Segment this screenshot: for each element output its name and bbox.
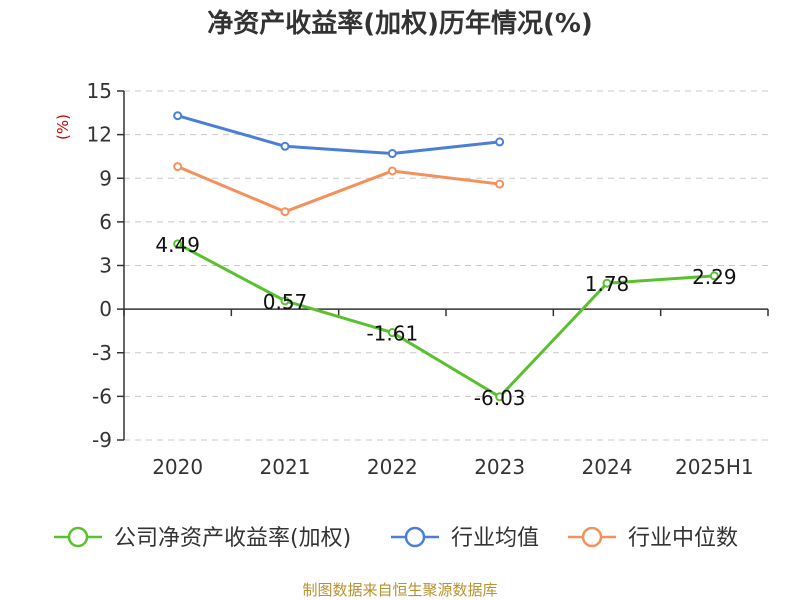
data-point <box>173 111 183 121</box>
data-point <box>495 137 505 147</box>
legend-marker <box>404 526 426 548</box>
series-line <box>177 114 500 156</box>
data-label: 1.78 <box>585 272 630 296</box>
y-tick-label: -9 <box>92 428 112 452</box>
data-point <box>280 296 290 306</box>
legend-label: 公司净资产收益率(加权) <box>114 526 351 551</box>
y-axis-label: (%) <box>54 114 72 140</box>
legend-label: 行业中位数 <box>628 526 738 551</box>
y-tick-label: -3 <box>92 341 112 365</box>
y-tick-label: 6 <box>99 210 112 234</box>
source-note: 制图数据来自恒生聚源数据库 <box>302 581 497 599</box>
x-tick-label: 2021 <box>260 455 311 479</box>
data-point <box>495 392 505 402</box>
data-point <box>495 179 505 189</box>
y-tick-label: -6 <box>92 384 112 408</box>
chart-title: 净资产收益率(加权)历年情况(%) <box>207 8 593 39</box>
data-label: -6.03 <box>474 386 526 410</box>
data-point <box>280 207 290 217</box>
x-tick-label: 2020 <box>152 455 203 479</box>
axes: 15 12 9 6 3 0 -3 -6 -9 2020 2021 2022 2023 2024 2025H1 <box>87 79 769 479</box>
data-label: -1.61 <box>366 322 418 346</box>
y-tick-label: 0 <box>99 297 112 321</box>
data-label: 4.49 <box>155 233 200 257</box>
y-tick-label: 12 <box>87 123 112 147</box>
data-point <box>387 166 397 176</box>
data-point <box>602 278 612 288</box>
y-tick-label: 15 <box>87 79 112 103</box>
y-tick-label: 3 <box>99 254 112 278</box>
series-group <box>173 111 719 402</box>
data-label: 0.57 <box>263 290 308 314</box>
x-tick-label: 2025H1 <box>675 455 754 479</box>
data-point <box>280 141 290 151</box>
data-point <box>173 162 183 172</box>
legend-marker <box>67 526 89 548</box>
legend-marker <box>581 526 603 548</box>
series-line <box>176 242 715 399</box>
data-point <box>709 271 719 281</box>
x-tick-label: 2022 <box>367 455 418 479</box>
y-tick-label: 9 <box>99 166 112 190</box>
series-line <box>177 165 500 214</box>
legend: 公司净资产收益率(加权) 行业均值 行业中位数 <box>54 526 738 551</box>
data-labels: 4.49 0.57 -1.61 -6.03 1.78 2.29 <box>155 233 736 410</box>
x-tick-label: 2023 <box>474 455 525 479</box>
data-label: 2.29 <box>692 265 737 289</box>
data-point <box>387 328 397 338</box>
data-point <box>387 149 397 159</box>
x-tick-label: 2024 <box>582 455 633 479</box>
data-point <box>173 239 183 249</box>
legend-label: 行业均值 <box>451 526 539 551</box>
